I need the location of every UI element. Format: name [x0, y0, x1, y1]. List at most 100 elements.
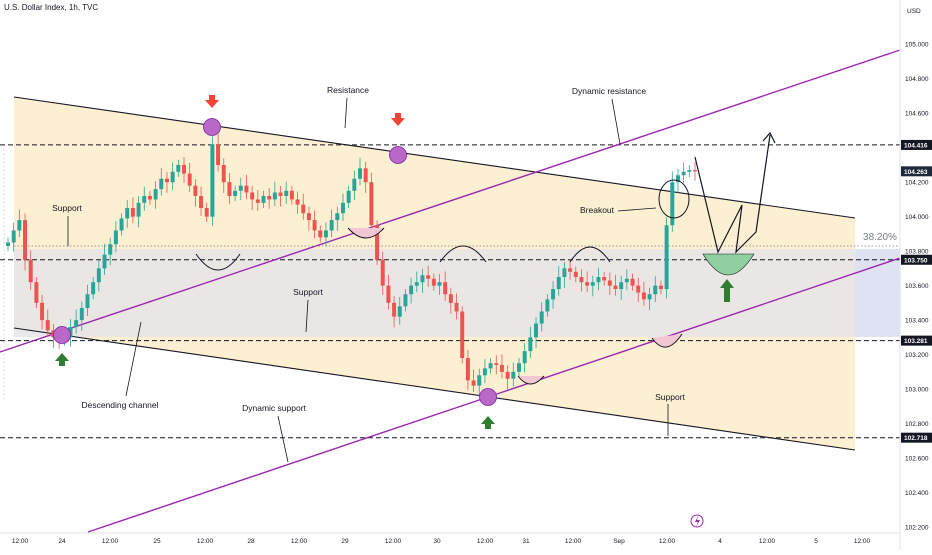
candle-body: [454, 302, 459, 312]
label-support-1: Support: [52, 203, 82, 213]
candle-body: [511, 371, 516, 379]
candle-body: [363, 168, 368, 183]
price-level-tags: 104.416 103.750 103.281 102.718 104.263: [901, 139, 932, 443]
candle-body: [170, 171, 175, 183]
background-zones: [14, 97, 900, 450]
candle-body: [670, 182, 675, 226]
candle-body: [534, 323, 539, 338]
level-tag: [901, 335, 932, 346]
candle-body: [267, 195, 272, 200]
candle-body: [216, 144, 221, 165]
candle-body: [358, 168, 363, 179]
price-tick-label: 104.200: [905, 180, 929, 187]
level-tag-label: 103.750: [904, 257, 928, 264]
candle-body: [437, 282, 442, 286]
price-tick-label: 104.800: [905, 76, 929, 83]
price-tick-label: 102.200: [905, 525, 929, 532]
candle-body: [119, 218, 124, 231]
candle-body: [630, 278, 635, 286]
candle-body: [238, 185, 243, 191]
candle-body: [465, 358, 470, 381]
time-tick-label: 24: [58, 538, 66, 545]
price-tick-label: 104.000: [905, 214, 929, 221]
time-tick-label: 12:00: [291, 538, 308, 545]
candle-body: [448, 294, 453, 303]
touch-marker-2: [389, 146, 407, 164]
candle-body: [108, 244, 113, 255]
candle-body: [289, 190, 294, 200]
candle-body: [340, 202, 345, 214]
price-tick-label: 102.400: [905, 490, 929, 497]
price-scale[interactable]: USD 105.000104.800104.600104.400104.2001…: [899, 0, 932, 550]
time-tick-label: 12:00: [12, 538, 29, 545]
candle-body: [159, 178, 164, 190]
candle-body: [636, 285, 641, 293]
candle-body: [392, 302, 397, 317]
candle-body: [431, 278, 436, 286]
price-tick-label: 103.800: [905, 249, 929, 256]
candle-body: [295, 199, 300, 205]
price-tick-label: 105.000: [905, 42, 929, 49]
candle-body: [545, 299, 550, 312]
candle-body: [102, 254, 107, 269]
candle-body: [346, 190, 351, 203]
level-tag-label: 103.281: [904, 338, 928, 345]
time-tick-label: 4: [718, 538, 722, 545]
candle-body: [369, 182, 374, 226]
candle-body: [568, 268, 573, 272]
candle-body: [687, 170, 692, 172]
candle-body: [522, 351, 527, 364]
candle-body: [34, 282, 39, 303]
price-tick-label: 104.600: [905, 111, 929, 118]
candle-body: [607, 280, 612, 286]
candle-body: [380, 259, 385, 286]
projection-arrowhead: [762, 131, 776, 144]
label-dynamic-resistance: Dynamic resistance: [572, 86, 646, 96]
candle-body: [176, 164, 181, 172]
candle-body: [403, 294, 408, 307]
time-tick-label: 12:00: [477, 538, 494, 545]
candle-body: [130, 208, 135, 217]
green-dip-curve: [702, 253, 755, 276]
candle-body: [329, 220, 334, 231]
channel-lower-line: [13, 327, 856, 451]
candle-body: [596, 277, 601, 283]
level-tag: [901, 254, 932, 265]
up-arrow-2: [481, 416, 495, 429]
candle-body: [164, 178, 169, 183]
price-tick-label: 103.600: [905, 283, 929, 290]
candle-body: [375, 225, 380, 260]
candle-body: [85, 294, 90, 309]
breakout-circle: [658, 179, 690, 219]
up-arrow-3: [720, 279, 734, 302]
candle-body: [210, 144, 215, 217]
channel-upper-line: [13, 96, 856, 219]
candle-body: [199, 195, 204, 209]
candle-body: [250, 192, 255, 200]
level-tag: [901, 432, 932, 443]
candle-body: [499, 364, 504, 372]
time-scale[interactable]: 12:00 24 12:00 25 12:00 28 12:00 29 12:00 30 12:00…: [0, 532, 900, 545]
candle-body: [301, 204, 306, 214]
candle-body: [573, 271, 578, 277]
candle-body: [397, 306, 402, 317]
candle-body: [443, 282, 448, 295]
candle-body: [352, 178, 357, 191]
candle-body: [613, 285, 618, 290]
candle-body: [551, 289, 556, 300]
pattern-curves: [195, 179, 755, 385]
last-price-label: 104.263: [904, 169, 928, 176]
candle-body: [426, 275, 431, 279]
candle-body: [79, 308, 84, 321]
candle-body: [488, 363, 493, 369]
candle-body: [658, 285, 663, 290]
candle-body: [272, 192, 277, 200]
support-dip-curve-3: [517, 375, 545, 385]
candle-body: [386, 285, 391, 303]
candle-body: [284, 190, 289, 196]
last-price-tag: [901, 166, 932, 177]
candle-body: [647, 294, 652, 300]
candle-body: [420, 275, 425, 283]
candle-body: [23, 220, 28, 260]
